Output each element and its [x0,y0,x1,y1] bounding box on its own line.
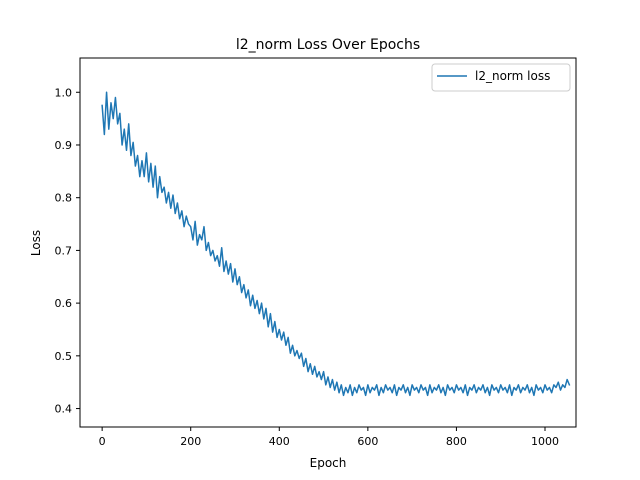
x-tick-label: 1000 [531,435,559,448]
x-tick-label: 800 [446,435,467,448]
y-axis-label: Loss [29,230,43,256]
y-tick-label: 0.9 [55,139,73,152]
y-axis-ticks: 0.4 0.5 0.6 0.7 0.8 0.9 1.0 [55,86,80,416]
x-tick-label: 200 [180,435,201,448]
legend-label: l2_norm loss [475,69,550,83]
plot-area [101,91,571,397]
x-tick-label: 600 [357,435,378,448]
x-tick-label: 0 [99,435,106,448]
axes-frame [79,57,577,428]
y-tick-label: 0.4 [55,403,73,416]
x-axis-ticks: 0 200 400 600 800 1000 [99,427,559,448]
y-tick-label: 0.6 [55,297,73,310]
chart-title: l2_norm Loss Over Epochs [236,37,420,53]
series-line-l2-norm-loss [101,91,571,397]
y-tick-label: 0.7 [55,244,73,257]
y-tick-label: 0.5 [55,350,73,363]
legend: l2_norm loss [431,63,571,92]
legend-box [431,63,571,92]
x-tick-label: 400 [269,435,290,448]
y-tick-label: 1.0 [55,86,73,99]
y-tick-label: 0.8 [55,192,73,205]
x-axis-label: Epoch [310,456,347,470]
